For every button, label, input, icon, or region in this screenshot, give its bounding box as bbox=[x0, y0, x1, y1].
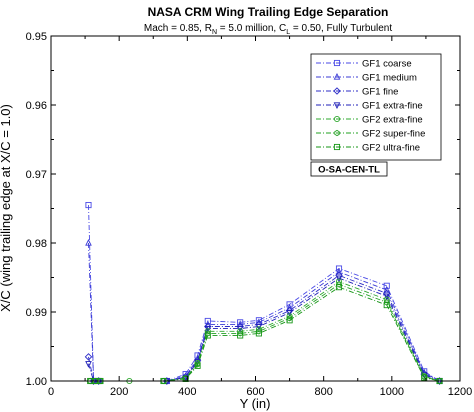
data-point bbox=[255, 320, 263, 329]
legend-swatch-marker bbox=[333, 143, 341, 151]
legend-box bbox=[310, 53, 442, 161]
legend-swatch-marker bbox=[334, 129, 340, 137]
legend-item: GF1 medium bbox=[316, 73, 417, 84]
legend-swatch-marker bbox=[333, 87, 341, 95]
legend: GF1 coarse GF1 medium GF1 fine GF1 extra-fi… bbox=[310, 53, 442, 161]
legend-label: GF2 extra-fine bbox=[362, 115, 423, 126]
data-point bbox=[85, 201, 92, 209]
data-point bbox=[421, 374, 428, 381]
legend-label: GF1 fine bbox=[362, 87, 398, 98]
series-line bbox=[88, 242, 440, 382]
legend-label: GF1 medium bbox=[362, 73, 417, 84]
legend-item: GF1 coarse bbox=[316, 59, 412, 70]
data-point bbox=[383, 282, 390, 289]
data-point bbox=[335, 284, 343, 291]
data-point bbox=[383, 302, 390, 309]
y-tick-label: 0.98 bbox=[26, 238, 47, 250]
legend-label: GF2 super-fine bbox=[362, 129, 425, 140]
data-point bbox=[255, 330, 262, 337]
legend-item: GF2 extra-fine bbox=[316, 115, 423, 126]
data-point bbox=[237, 328, 244, 335]
y-axis-label: X/C (wing trailing edge at X/C = 1.0) bbox=[0, 104, 13, 312]
x-tick-label: 800 bbox=[314, 386, 332, 398]
series-line bbox=[90, 286, 440, 382]
legend-label: GF2 ultra-fine bbox=[362, 143, 420, 154]
x-tick-label: 200 bbox=[110, 386, 128, 398]
series-2 bbox=[85, 238, 443, 384]
annotation-frame bbox=[310, 161, 388, 177]
data-point bbox=[204, 332, 211, 339]
legend-item: GF1 fine bbox=[316, 87, 398, 98]
data-point bbox=[335, 275, 343, 283]
data-point bbox=[182, 375, 189, 382]
legend-swatch-marker bbox=[333, 59, 341, 67]
y-tick-label: 0.96 bbox=[26, 100, 47, 112]
data-point bbox=[383, 285, 391, 293]
x-tick-label: 1000 bbox=[380, 386, 404, 398]
series-1 bbox=[85, 201, 443, 385]
y-tick-label: 1.00 bbox=[26, 376, 47, 388]
data-point bbox=[85, 361, 92, 368]
x-tick-label: 400 bbox=[178, 386, 196, 398]
x-tick-label: 600 bbox=[246, 386, 264, 398]
series-layer bbox=[84, 201, 444, 386]
series-line bbox=[88, 274, 440, 382]
data-point bbox=[336, 281, 342, 288]
data-point bbox=[237, 330, 243, 337]
legend-swatch-marker bbox=[333, 102, 341, 110]
axis-ticks: 0 200 400 600 800 1000 1200 0.95 0.96 0.97 0.98 0.9… bbox=[26, 31, 473, 398]
x-tick-label: 1200 bbox=[448, 386, 472, 398]
legend-swatch-marker bbox=[333, 115, 341, 123]
data-point bbox=[84, 353, 93, 361]
series-line bbox=[90, 281, 440, 382]
legend-item: GF2 ultra-fine bbox=[316, 143, 420, 154]
annotation-label: O-SA-CEN-TL bbox=[318, 165, 380, 176]
legend-label: GF1 extra-fine bbox=[362, 101, 423, 112]
legend-label: GF1 coarse bbox=[362, 59, 412, 70]
chart-subtitle: Mach = 0.85, RN = 5.0 million, CL = 0.50… bbox=[144, 23, 392, 36]
data-point bbox=[286, 310, 293, 317]
data-point bbox=[237, 319, 244, 326]
series-line bbox=[88, 205, 440, 382]
data-point bbox=[194, 362, 201, 369]
data-point bbox=[286, 317, 293, 324]
data-point bbox=[286, 315, 293, 322]
data-point bbox=[256, 328, 262, 335]
y-tick-label: 0.97 bbox=[26, 169, 47, 181]
x-axis-label: Y (in) bbox=[240, 396, 271, 411]
data-point bbox=[255, 317, 262, 324]
legend-item: GF1 extra-fine bbox=[316, 101, 423, 112]
data-point bbox=[204, 328, 211, 335]
data-point bbox=[335, 267, 343, 275]
data-point bbox=[255, 326, 262, 333]
series-3 bbox=[84, 271, 444, 385]
data-point bbox=[237, 332, 244, 339]
legend-item: GF2 super-fine bbox=[316, 129, 425, 140]
chart-title: NASA CRM Wing Trailing Edge Separation bbox=[148, 5, 389, 19]
data-point bbox=[335, 265, 343, 272]
legend-swatch-marker bbox=[333, 72, 341, 80]
y-tick-label: 0.99 bbox=[26, 307, 47, 319]
x-tick-label: 0 bbox=[48, 386, 54, 398]
data-point bbox=[383, 293, 391, 301]
y-tick-label: 0.95 bbox=[26, 31, 47, 43]
data-point bbox=[85, 238, 92, 246]
data-point bbox=[236, 322, 244, 331]
annotation-box: O-SA-CEN-TL bbox=[310, 161, 388, 177]
